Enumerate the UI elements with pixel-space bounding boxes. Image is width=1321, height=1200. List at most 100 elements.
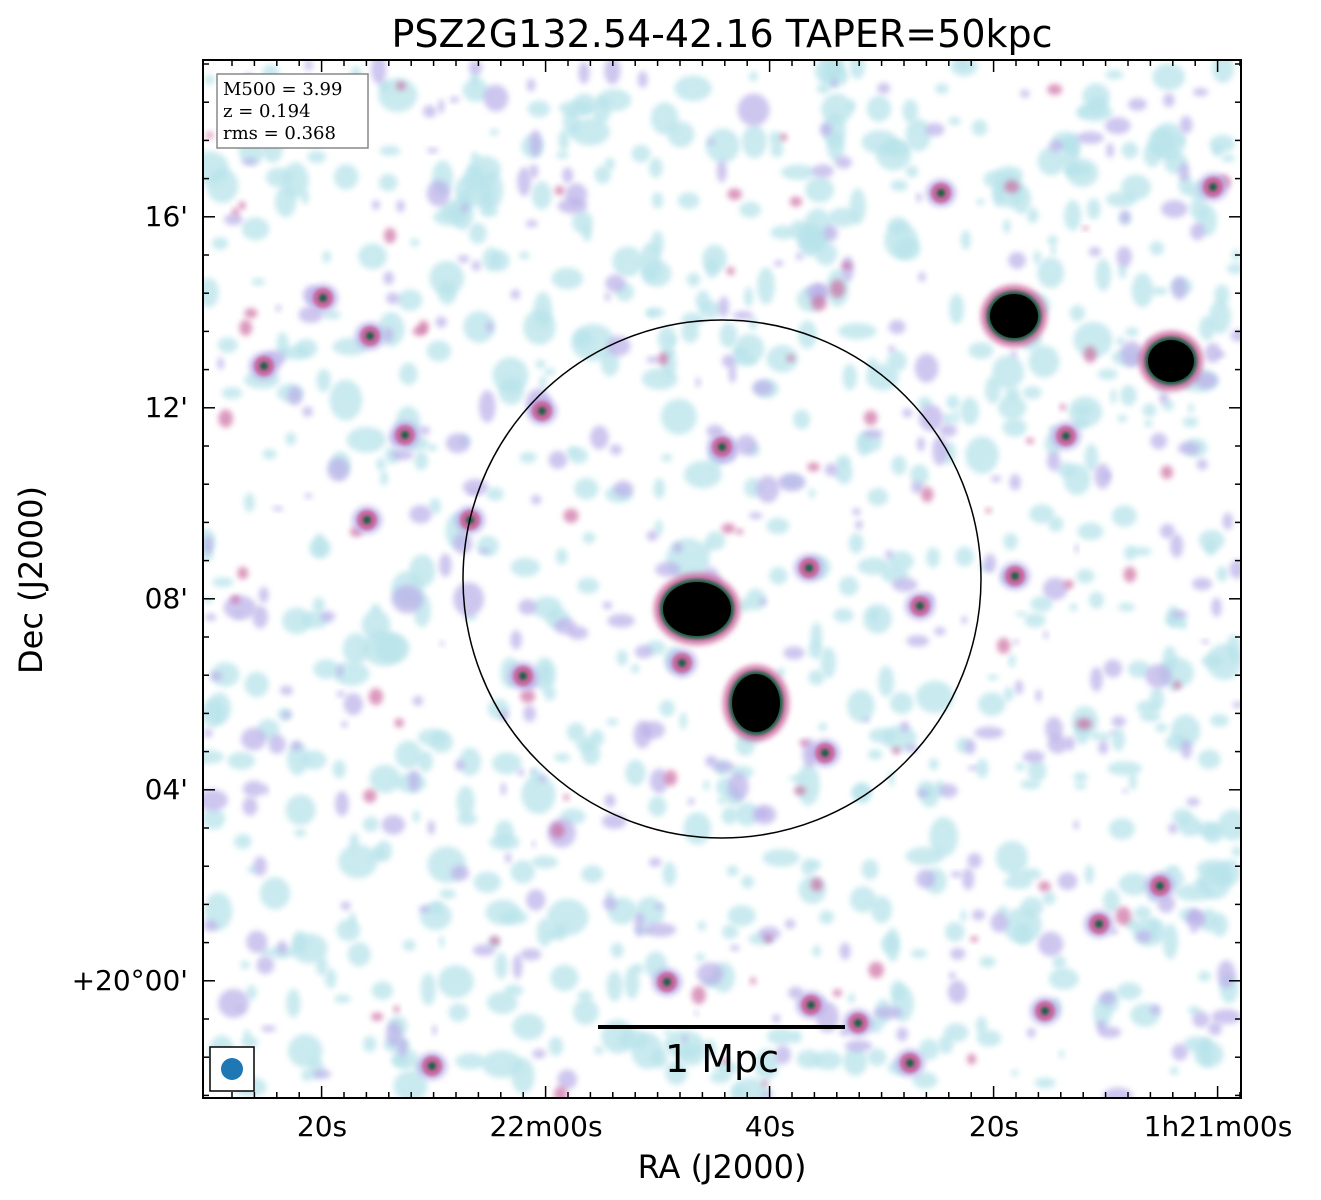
- noise-blob: [1057, 872, 1078, 891]
- compact-source-core: [937, 189, 945, 197]
- noise-blob: [867, 1048, 887, 1067]
- noise-blob: [957, 60, 968, 70]
- noise-blob: [916, 192, 922, 203]
- noise-blob: [1131, 272, 1154, 308]
- noise-blob: [960, 909, 967, 923]
- noise-blob: [694, 1010, 699, 1016]
- noise-blob: [533, 657, 556, 692]
- noise-blob: [1127, 660, 1151, 678]
- noise-blob: [1097, 368, 1118, 380]
- noise-blob: [285, 794, 316, 826]
- noise-blob: [773, 260, 784, 267]
- noise-blob: [914, 353, 939, 383]
- noise-blob: [1211, 1009, 1241, 1025]
- noise-blob: [900, 721, 910, 733]
- noise-blob: [703, 780, 710, 791]
- noise-blob: [336, 919, 361, 942]
- noise-blob: [819, 910, 835, 925]
- noise-blob: [998, 395, 1027, 420]
- noise-blob: [720, 1057, 729, 1064]
- noise-blob: [594, 1046, 604, 1055]
- noise-blob: [1048, 139, 1064, 153]
- noise-blob: [1169, 533, 1184, 558]
- noise-blob: [500, 782, 507, 796]
- noise-blob: [394, 718, 405, 728]
- noise-blob: [453, 582, 485, 616]
- noise-blob: [1002, 218, 1011, 234]
- noise-blob: [1077, 522, 1104, 541]
- noise-blob: [786, 354, 795, 362]
- noise-blob: [1073, 321, 1113, 358]
- x-tick-label: 22m00s: [489, 1110, 602, 1143]
- noise-blob: [985, 507, 992, 514]
- noise-blob: [510, 557, 541, 577]
- noise-blob: [1196, 859, 1230, 878]
- noise-blob: [279, 685, 294, 696]
- noise-blob: [391, 584, 424, 614]
- noise-blob: [741, 875, 755, 889]
- noise-blob: [574, 329, 593, 348]
- noise-blob: [581, 865, 604, 884]
- noise-blob: [455, 1053, 486, 1070]
- noise-blob: [251, 278, 266, 286]
- noise-blob: [1199, 316, 1216, 341]
- noise-blob: [654, 904, 664, 910]
- noise-blob: [1190, 222, 1205, 241]
- noise-blob: [616, 649, 628, 666]
- noise-blob: [949, 293, 965, 325]
- scale-bar-label: 1 Mpc: [665, 1037, 779, 1081]
- noise-blob: [602, 896, 617, 911]
- noise-blob: [891, 455, 907, 476]
- noise-blob: [745, 588, 766, 611]
- noise-blob: [887, 217, 909, 236]
- noise-blob: [1047, 235, 1058, 247]
- noise-blob: [1211, 143, 1223, 157]
- noise-blob: [705, 258, 719, 279]
- noise-blob: [665, 1060, 688, 1086]
- noise-blob: [761, 1091, 775, 1097]
- noise-blob: [241, 727, 267, 751]
- noise-blob: [781, 164, 816, 180]
- bright-source: [732, 674, 780, 732]
- noise-blob: [1106, 142, 1115, 158]
- noise-blob: [805, 176, 834, 203]
- noise-blob: [396, 199, 405, 213]
- noise-blob: [1042, 891, 1056, 905]
- compact-source-core: [805, 564, 813, 572]
- noise-blob: [847, 689, 875, 723]
- noise-blob: [761, 1080, 769, 1087]
- noise-blob: [978, 692, 1006, 717]
- noise-blob: [523, 705, 536, 723]
- noise-blob: [646, 530, 658, 542]
- compact-source-core: [319, 294, 327, 302]
- noise-blob: [207, 692, 232, 725]
- noise-blob: [1192, 1011, 1210, 1028]
- compact-source-core: [260, 362, 268, 370]
- noise-blob: [1221, 154, 1236, 163]
- noise-blob: [764, 934, 773, 944]
- noise-blob: [203, 277, 219, 308]
- noise-blob: [735, 528, 744, 535]
- noise-blob: [896, 1027, 908, 1042]
- noise-blob: [1052, 955, 1067, 970]
- noise-blob: [705, 128, 740, 163]
- noise-blob: [203, 920, 218, 932]
- noise-blob: [203, 535, 213, 555]
- noise-blob: [783, 646, 805, 660]
- noise-blob: [607, 613, 635, 628]
- noise-blob: [412, 810, 421, 823]
- noise-blob: [758, 926, 781, 941]
- noise-blob: [205, 613, 217, 621]
- noise-blob: [486, 487, 504, 501]
- noise-blob: [847, 993, 856, 1004]
- noise-blob: [844, 1040, 873, 1052]
- noise-blob: [287, 386, 303, 406]
- noise-blob: [432, 1025, 437, 1036]
- noise-blob: [346, 426, 387, 453]
- noise-blob: [797, 222, 822, 257]
- noise-blob: [1183, 1036, 1210, 1053]
- noise-blob: [476, 535, 499, 557]
- noise-blob: [606, 335, 631, 357]
- noise-blob: [211, 662, 240, 687]
